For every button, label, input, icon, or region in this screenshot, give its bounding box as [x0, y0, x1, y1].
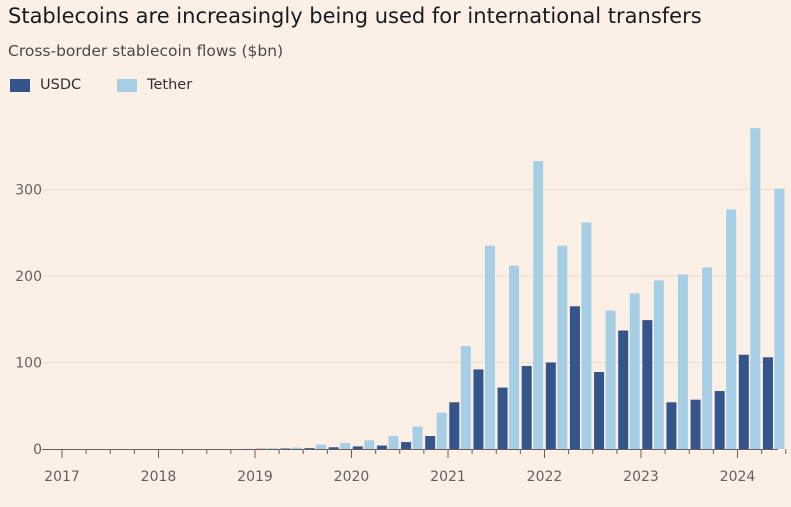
bar-usdc: [473, 369, 484, 449]
bar-usdc: [569, 306, 580, 449]
bar-usdc: [376, 445, 387, 449]
x-tick-label: 2020: [334, 469, 370, 485]
bar-tether: [774, 188, 785, 449]
gridlines: [42, 189, 778, 363]
bar-usdc: [666, 402, 677, 449]
x-tick-label: 2017: [44, 469, 80, 485]
x-tick-label: 2023: [623, 469, 659, 485]
bar-tether: [412, 426, 423, 449]
x-tick-label: 2022: [527, 469, 563, 485]
bar-tether: [460, 346, 471, 449]
bar-usdc: [618, 330, 629, 449]
bar-tether: [750, 128, 761, 449]
x-tick-label: 2021: [430, 469, 466, 485]
bar-usdc: [280, 448, 291, 450]
bar-usdc: [762, 357, 773, 449]
bar-tether: [484, 245, 495, 449]
chart-title: Stablecoins are increasingly being used …: [8, 4, 702, 28]
bar-tether: [629, 293, 640, 449]
bar-tether: [533, 160, 544, 449]
bar-tether: [702, 267, 713, 449]
bar-tether: [436, 412, 447, 449]
bar-tether: [388, 436, 399, 449]
bar-usdc: [642, 320, 653, 449]
bar-usdc: [690, 399, 701, 449]
bar-tether: [267, 448, 278, 449]
legend-item-usdc: USDC: [10, 77, 81, 93]
bar-tether: [581, 222, 592, 449]
bar-tether: [316, 444, 327, 449]
chart-subtitle: Cross-border stablecoin flows ($bn): [8, 42, 284, 60]
bar-usdc: [304, 448, 315, 449]
bar-usdc: [425, 436, 436, 449]
legend: USDC Tether: [10, 77, 228, 93]
bar-usdc: [594, 372, 605, 449]
bar-usdc: [521, 365, 532, 449]
bar-usdc: [328, 447, 339, 449]
bar-usdc: [738, 354, 749, 449]
y-tick-label: 0: [33, 442, 42, 458]
y-axis-labels: 0 100 200 300: [15, 183, 42, 459]
bar-tether: [509, 265, 520, 449]
bar-usdc: [401, 442, 412, 449]
bar-tether: [653, 280, 664, 449]
bar-tether: [677, 274, 688, 449]
bar-usdc: [449, 402, 460, 449]
bars: [243, 128, 785, 450]
x-tick-label: 2019: [237, 469, 273, 485]
x-tick-label: 2024: [720, 469, 756, 485]
legend-swatch-usdc: [10, 78, 30, 92]
bar-usdc: [352, 446, 363, 449]
bar-tether: [291, 447, 302, 449]
x-axis-labels: 2017 2018 2019 2020 2021 2022 2023 2024: [44, 469, 755, 485]
x-tick-label: 2018: [141, 469, 177, 485]
legend-label-tether: Tether: [147, 77, 193, 93]
y-tick-label: 200: [15, 269, 42, 285]
bar-usdc: [545, 362, 556, 449]
bar-tether: [605, 310, 616, 449]
bar-tether: [340, 442, 351, 449]
y-tick-label: 300: [15, 183, 42, 199]
bar-tether: [364, 440, 375, 449]
bar-tether: [557, 245, 568, 449]
legend-swatch-tether: [117, 78, 138, 92]
bar-usdc: [714, 391, 725, 449]
legend-item-tether: Tether: [117, 77, 192, 93]
bar-usdc: [497, 387, 508, 449]
bar-tether: [726, 209, 737, 449]
legend-label-usdc: USDC: [40, 77, 82, 93]
y-tick-label: 100: [15, 356, 42, 372]
x-axis: [42, 449, 787, 458]
